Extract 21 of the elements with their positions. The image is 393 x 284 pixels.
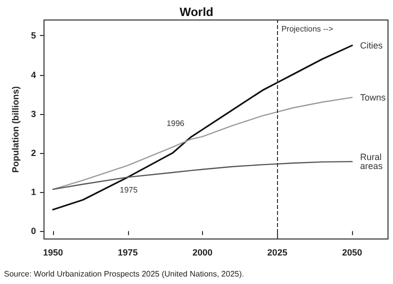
annotation: 1996: [166, 118, 185, 128]
chart-title: World: [180, 5, 214, 19]
ref-line-label: Projections -->: [281, 24, 334, 34]
source-note: Source: World Urbanization Prospects 2025 (United Nations, 2025).: [4, 270, 244, 278]
y-axis-title: Population (billions): [10, 86, 21, 173]
x-tick-label: 2025: [267, 248, 288, 258]
y-tick-label: 1: [30, 187, 36, 198]
series-label: Cities: [360, 40, 384, 50]
annotation: 1975: [120, 186, 138, 195]
x-tick-label: 1950: [42, 248, 63, 258]
x-tick-label: 2000: [192, 248, 213, 258]
x-tick-label: 1975: [118, 248, 138, 258]
y-tick-label: 4: [30, 70, 36, 80]
series-label: Rural areas: [360, 152, 384, 172]
y-tick-label: 5: [30, 30, 36, 41]
line-series: [52, 44, 353, 210]
y-tick-label: 2: [30, 148, 36, 158]
x-tick-label: 2050: [342, 248, 362, 258]
y-tick-label: 3: [30, 108, 36, 119]
series-label: Towns: [360, 92, 386, 102]
y-tick-label: 0: [30, 226, 36, 236]
